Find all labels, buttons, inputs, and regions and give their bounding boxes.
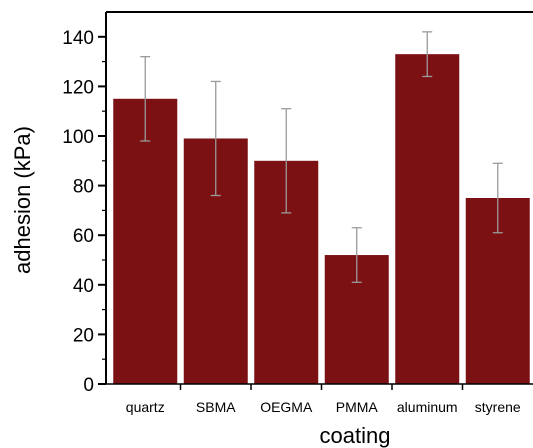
y-tick-label: 80 xyxy=(73,177,94,198)
bar-quartz xyxy=(113,98,178,385)
y-tick-label: 60 xyxy=(73,226,94,247)
x-tick-label-sbma: SBMA xyxy=(196,399,236,415)
x-axis-title: coating xyxy=(320,423,391,448)
x-tick-label-pmma: PMMA xyxy=(336,399,379,415)
error-bars-layer xyxy=(140,31,503,283)
x-tick-label-quartz: quartz xyxy=(126,399,165,415)
bars-layer xyxy=(113,54,530,385)
bar-aluminum xyxy=(395,54,460,384)
x-tick-label-aluminum: aluminum xyxy=(397,399,458,415)
x-tick-label-styrene: styrene xyxy=(475,399,521,415)
y-axis-title: adhesion (kPa) xyxy=(10,126,35,274)
y-tick-label: 100 xyxy=(62,127,94,148)
y-tick-label: 140 xyxy=(62,28,94,49)
axes-layer xyxy=(98,11,533,390)
y-tick-label: 40 xyxy=(73,276,94,297)
y-tick-label: 120 xyxy=(62,77,94,98)
labels-layer: quartz SBMA OEGMA PMMA aluminum styrene 0 20 40 6… xyxy=(62,28,521,415)
x-tick-label-oegma: OEGMA xyxy=(260,399,313,415)
y-tick-label: 20 xyxy=(73,325,94,346)
y-tick-label: 0 xyxy=(83,375,94,396)
